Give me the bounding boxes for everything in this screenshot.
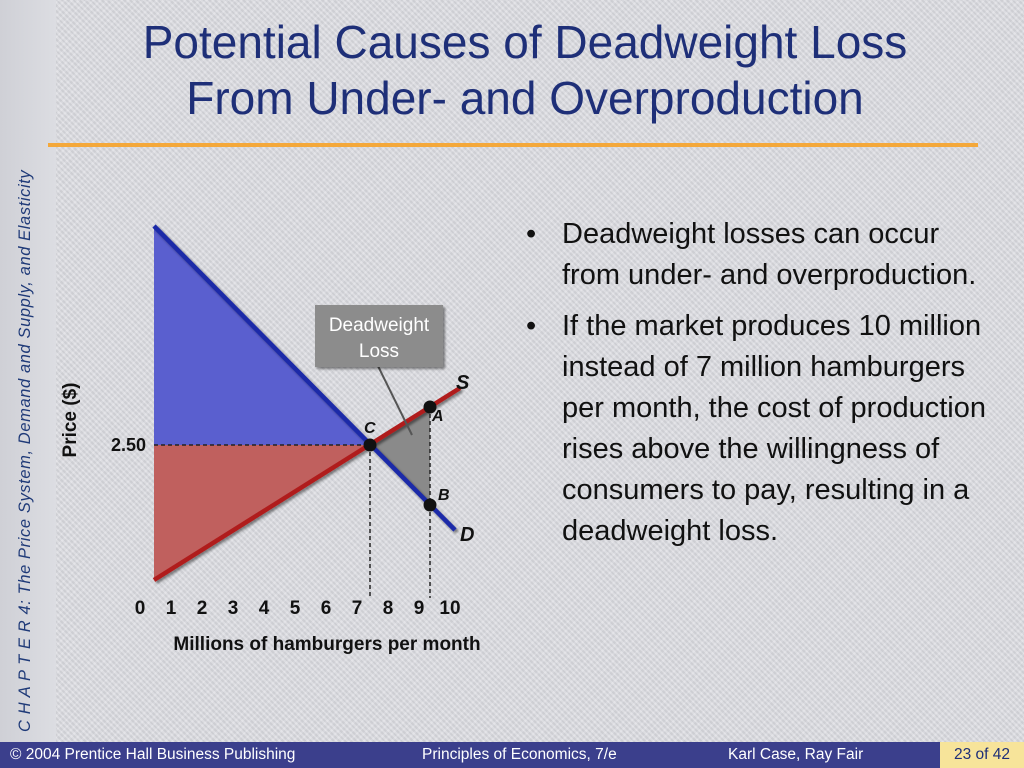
title-line-2: From Under- and Overproduction [186, 72, 864, 124]
x-tick-label: 1 [166, 598, 177, 619]
deadweight-loss-diagram: C A B S D Deadweight Loss 2.50 Price ($)… [60, 200, 510, 670]
callout-box [315, 305, 443, 367]
left-sidebar [0, 0, 56, 742]
point-c-marker [363, 438, 377, 452]
supply-curve [152, 386, 462, 582]
callout-pointer [377, 365, 413, 436]
demand-label: D [460, 524, 474, 546]
x-tick-label: 8 [383, 598, 394, 619]
x-tick-label: 10 [439, 598, 460, 619]
x-tick-label: 4 [259, 598, 270, 619]
callout-line-1: Deadweight [329, 315, 430, 336]
bullet-item: Deadweight losses can occur from under- … [520, 214, 1000, 296]
point-a-label: A [431, 408, 444, 425]
page-number: 23 of 42 [940, 742, 1024, 768]
y-axis-label: Price ($) [60, 383, 81, 458]
demand-curve [152, 224, 457, 532]
price-tick-label: 2.50 [111, 435, 146, 455]
x-tick-label: 2 [197, 598, 208, 619]
supply-label: S [456, 372, 470, 394]
x-axis-label: Millions of hamburgers per month [173, 634, 480, 655]
x-tick-label: 7 [352, 598, 363, 619]
footer-copyright: © 2004 Prentice Hall Business Publishing [10, 746, 296, 763]
chapter-side-label: C H A P T E R 4: The Price System, Deman… [16, 169, 34, 732]
title-rule [48, 143, 978, 147]
footer-bar: © 2004 Prentice Hall Business Publishing… [0, 742, 1024, 768]
bullet-item: If the market produces 10 million instea… [520, 306, 1000, 552]
x-tick-label: 6 [321, 598, 332, 619]
slide-title: Potential Causes of Deadweight Loss From… [60, 14, 990, 126]
point-c-label: C [364, 420, 376, 437]
x-tick-label: 9 [414, 598, 425, 619]
bullet-list: Deadweight losses can occur from under- … [520, 214, 1000, 562]
footer-book-title: Principles of Economics, 7/e [422, 746, 617, 763]
footer-authors: Karl Case, Ray Fair [728, 746, 864, 763]
title-line-1: Potential Causes of Deadweight Loss [142, 16, 908, 68]
x-tick-labels: 0 1 2 3 4 5 6 7 8 9 10 [135, 598, 461, 619]
deadweight-loss-area [370, 407, 430, 505]
x-tick-label: 5 [290, 598, 301, 619]
callout-line-2: Loss [359, 341, 399, 362]
point-b-label: B [438, 487, 450, 504]
point-a-marker [423, 400, 437, 414]
x-tick-label: 0 [135, 598, 146, 619]
point-b-marker [423, 498, 437, 512]
x-tick-label: 3 [228, 598, 239, 619]
diagram-svg: C A B S D Deadweight Loss 2.50 Price ($)… [60, 210, 508, 655]
